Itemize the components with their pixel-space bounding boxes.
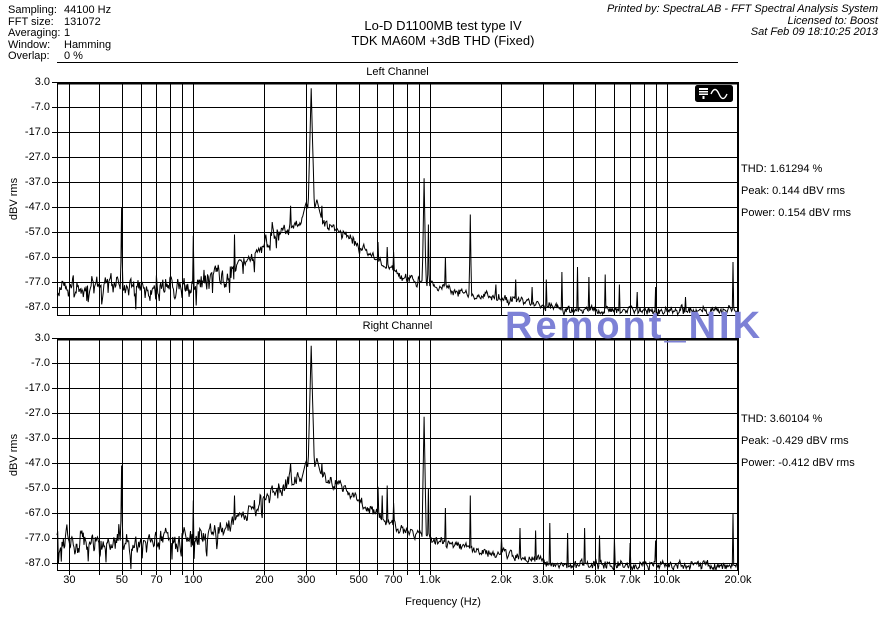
power-value: Power: -0.412 dBV rms <box>741 457 855 469</box>
right-channel-plot <box>52 338 739 575</box>
setting-label: FFT size: <box>8 15 54 28</box>
x-tick-label: 3.0k <box>532 574 554 586</box>
setting-label: Averaging: <box>8 27 61 39</box>
settings-row: Window: Hamming <box>8 38 112 52</box>
y-tick-label: -37.0 <box>24 432 50 444</box>
y-tick-label: -27.0 <box>24 151 50 163</box>
power-value: Power: 0.154 dBV rms <box>741 207 852 219</box>
y-tick-label: -57.0 <box>24 482 50 494</box>
x-tick-label: 20.0k <box>724 574 752 586</box>
setting-label: Sampling: <box>8 4 57 16</box>
printed-by-line: Printed by: SpectraLAB - FFT Spectral An… <box>606 3 878 15</box>
x-tick-label: 50 <box>115 574 129 586</box>
right-channel-stats: THD: 3.60104 % Peak: -0.429 dBV rms Powe… <box>741 408 886 474</box>
licensed-to-line: Licensed to: Boost <box>787 14 878 27</box>
settings-row: Overlap: 0 % <box>8 50 111 63</box>
report-title: Lo-D D1100MB test type IV TDK MA60M +3dB… <box>0 18 886 48</box>
y-tick-label: -57.0 <box>24 226 50 238</box>
setting-value: 0 % <box>64 50 83 62</box>
y-tick-label: -87.0 <box>24 301 50 313</box>
x-tick-label: 30 <box>63 574 76 586</box>
analysis-settings: Sampling: 44100 Hz FFT size: 131072 Averag… <box>8 4 112 63</box>
peak-value: Peak: -0.429 dBV rms <box>741 435 849 447</box>
x-tick-label: 5.0k <box>585 574 606 586</box>
report-title-line1: Lo-D D1100MB test type IV <box>364 18 522 33</box>
x-tick-label: 100 <box>183 574 203 586</box>
y-tick-label: -17.0 <box>24 126 50 138</box>
y-tick-label: 3.0 <box>34 332 50 344</box>
print-date-line: Sat Feb 09 18:10:25 2013 <box>750 26 878 38</box>
y-tick-label: -77.0 <box>24 276 50 288</box>
y-tick-label: -7.0 <box>31 357 50 369</box>
thd-value: THD: 1.61294 % <box>741 163 823 175</box>
x-tick-label: 2.0k <box>490 574 512 586</box>
x-axis-label: Frequency (Hz) <box>405 596 481 608</box>
x-tick-label: 10.0k <box>653 574 681 586</box>
y-tick-label: -87.0 <box>24 557 50 569</box>
y-tick-label: -77.0 <box>24 532 50 544</box>
y-tick-label: -67.0 <box>24 507 50 519</box>
thd-value: THD: 3.60104 % <box>741 413 823 425</box>
setting-value: 131072 <box>64 15 101 28</box>
setting-label: Overlap: <box>8 50 50 62</box>
y-tick-label: 3.0 <box>34 76 50 88</box>
spectrum-trace <box>56 345 739 572</box>
x-tick-label: 500 <box>349 574 368 586</box>
peak-value: Peak: 0.144 dBV rms <box>741 185 845 197</box>
left-channel-stats: THD: 1.61294 % Peak: 0.144 dBV rms Power… <box>741 158 886 224</box>
report-title-line2: TDK MA60M +3dB THD (Fixed) <box>351 32 535 48</box>
setting-label: Window: <box>8 38 51 51</box>
settings-row: Averaging: 1 <box>8 27 111 40</box>
print-credits: Printed by: SpectraLAB - FFT Spectral An… <box>606 3 878 39</box>
x-tick-label: 1.0k <box>419 574 441 586</box>
x-tick-label: 700 <box>384 574 403 586</box>
spectralab-plot-icon <box>695 85 733 102</box>
right-channel-title: Right Channel <box>362 320 433 332</box>
spectrum-trace <box>56 88 739 317</box>
settings-row: FFT size: 131072 <box>8 15 111 29</box>
y-tick-label: -37.0 <box>24 176 50 188</box>
y-tick-label: -47.0 <box>24 201 50 213</box>
x-tick-label: 7.0k <box>619 574 641 586</box>
y-tick-label: -7.0 <box>31 101 50 113</box>
watermark: Remont_NIK <box>505 305 764 347</box>
x-tick-label: 70 <box>150 574 163 586</box>
y-tick-label: -17.0 <box>24 382 50 394</box>
y-tick-label: -27.0 <box>24 407 50 419</box>
setting-value: Hamming <box>64 38 112 51</box>
setting-value: 44100 Hz <box>64 4 112 16</box>
setting-value: 1 <box>64 27 71 39</box>
x-tick-label: 300 <box>296 574 316 586</box>
y-tick-label: -67.0 <box>24 251 50 263</box>
left-channel-title: Left Channel <box>57 62 738 85</box>
y-tick-label: -47.0 <box>24 457 50 469</box>
settings-row: Sampling: 44100 Hz <box>8 4 112 17</box>
left-channel-plot <box>52 82 739 317</box>
x-tick-label: 200 <box>255 574 274 586</box>
